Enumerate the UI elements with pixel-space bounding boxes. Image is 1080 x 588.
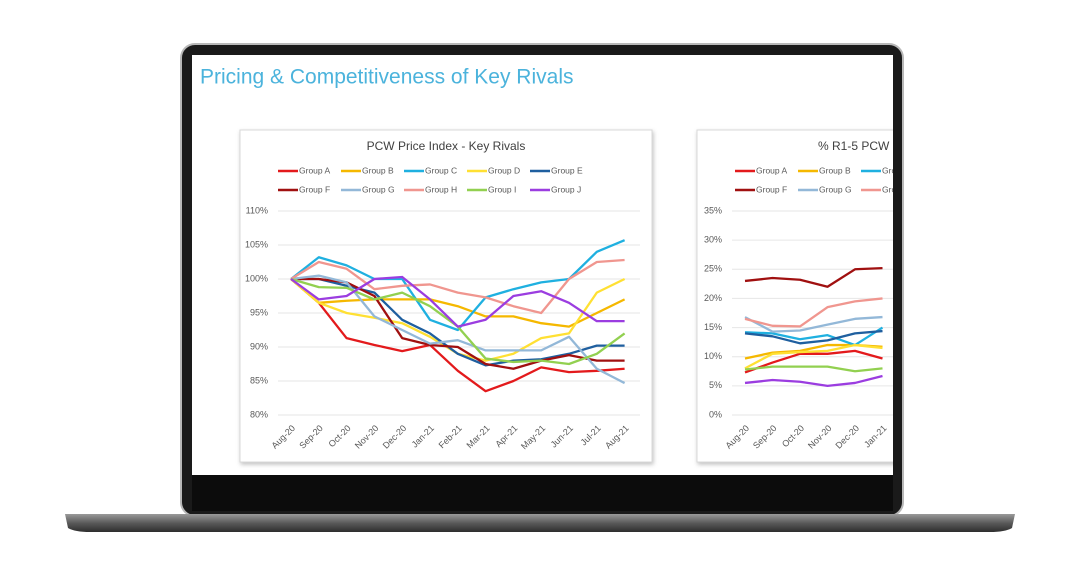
legend-label: Group C — [425, 165, 457, 175]
series-line — [290, 275, 625, 328]
legend-label: Group B — [362, 165, 394, 175]
slide: Pricing & Competitiveness of Key Rivals … — [200, 66, 1040, 463]
legend-label: Group F — [756, 184, 787, 194]
legend-label: Group B — [819, 165, 851, 175]
y-tick-label: 105% — [245, 239, 268, 249]
series-line — [744, 315, 883, 333]
y-tick-label: 80% — [250, 409, 268, 419]
legend-label: Group E — [551, 165, 583, 175]
legend-label: Group D — [945, 165, 977, 175]
legend-label: Group E — [1008, 165, 1040, 175]
slide-title: Pricing & Competitiveness of Key Rivals — [200, 66, 573, 89]
y-tick-label: 10% — [704, 351, 722, 361]
series-line — [744, 266, 883, 288]
y-tick-label: 90% — [250, 341, 268, 351]
y-tick-label: 85% — [250, 375, 268, 385]
legend-label: Group H — [425, 184, 457, 194]
series-line — [290, 278, 625, 393]
y-tick-label: 25% — [704, 264, 722, 274]
series-line — [744, 349, 883, 374]
chart-title: % R1-5 PCW — [818, 139, 890, 153]
y-tick-label: 35% — [704, 205, 722, 215]
legend-label: Group I — [945, 184, 973, 194]
legend-label: Group I — [488, 184, 516, 194]
y-tick-label: 100% — [245, 273, 268, 283]
legend-label: Group A — [299, 165, 331, 175]
legend-label: Group H — [882, 184, 914, 194]
legend-label: Group A — [756, 165, 788, 175]
series-line — [744, 374, 883, 388]
legend-label: Group J — [551, 184, 581, 194]
legend-label: Group F — [299, 184, 330, 194]
chart: PCW Price Index - Key Rivals 80% 85% 90% 95%… — [239, 129, 653, 463]
screen-bottom — [192, 475, 893, 511]
y-tick-label: 5% — [709, 380, 722, 390]
series-line — [290, 278, 626, 328]
legend-label: Group D — [488, 165, 520, 175]
chart-frame — [696, 129, 893, 463]
chart-frame — [239, 129, 653, 463]
legend-label: Group G — [819, 184, 852, 194]
series-line — [291, 277, 625, 367]
series-line — [744, 329, 883, 345]
legend-label: Group J — [1008, 184, 1038, 194]
series-line — [290, 258, 625, 315]
series-line — [744, 326, 884, 347]
y-tick-label: 30% — [704, 235, 722, 245]
legend-label: Group C — [882, 165, 914, 175]
y-tick-label: 95% — [250, 307, 268, 317]
series-line — [290, 274, 626, 385]
y-tick-label: 15% — [704, 322, 722, 332]
y-tick-label: 20% — [704, 293, 722, 303]
y-tick-label: 0% — [709, 409, 722, 419]
laptop-base — [65, 514, 1015, 532]
series-line — [744, 297, 883, 328]
y-tick-label: 110% — [246, 205, 268, 215]
series-line — [744, 343, 883, 370]
series-line — [744, 365, 883, 373]
legend-label: Group G — [362, 184, 395, 194]
chart-title: PCW Price Index - Key Rivals — [367, 139, 526, 153]
